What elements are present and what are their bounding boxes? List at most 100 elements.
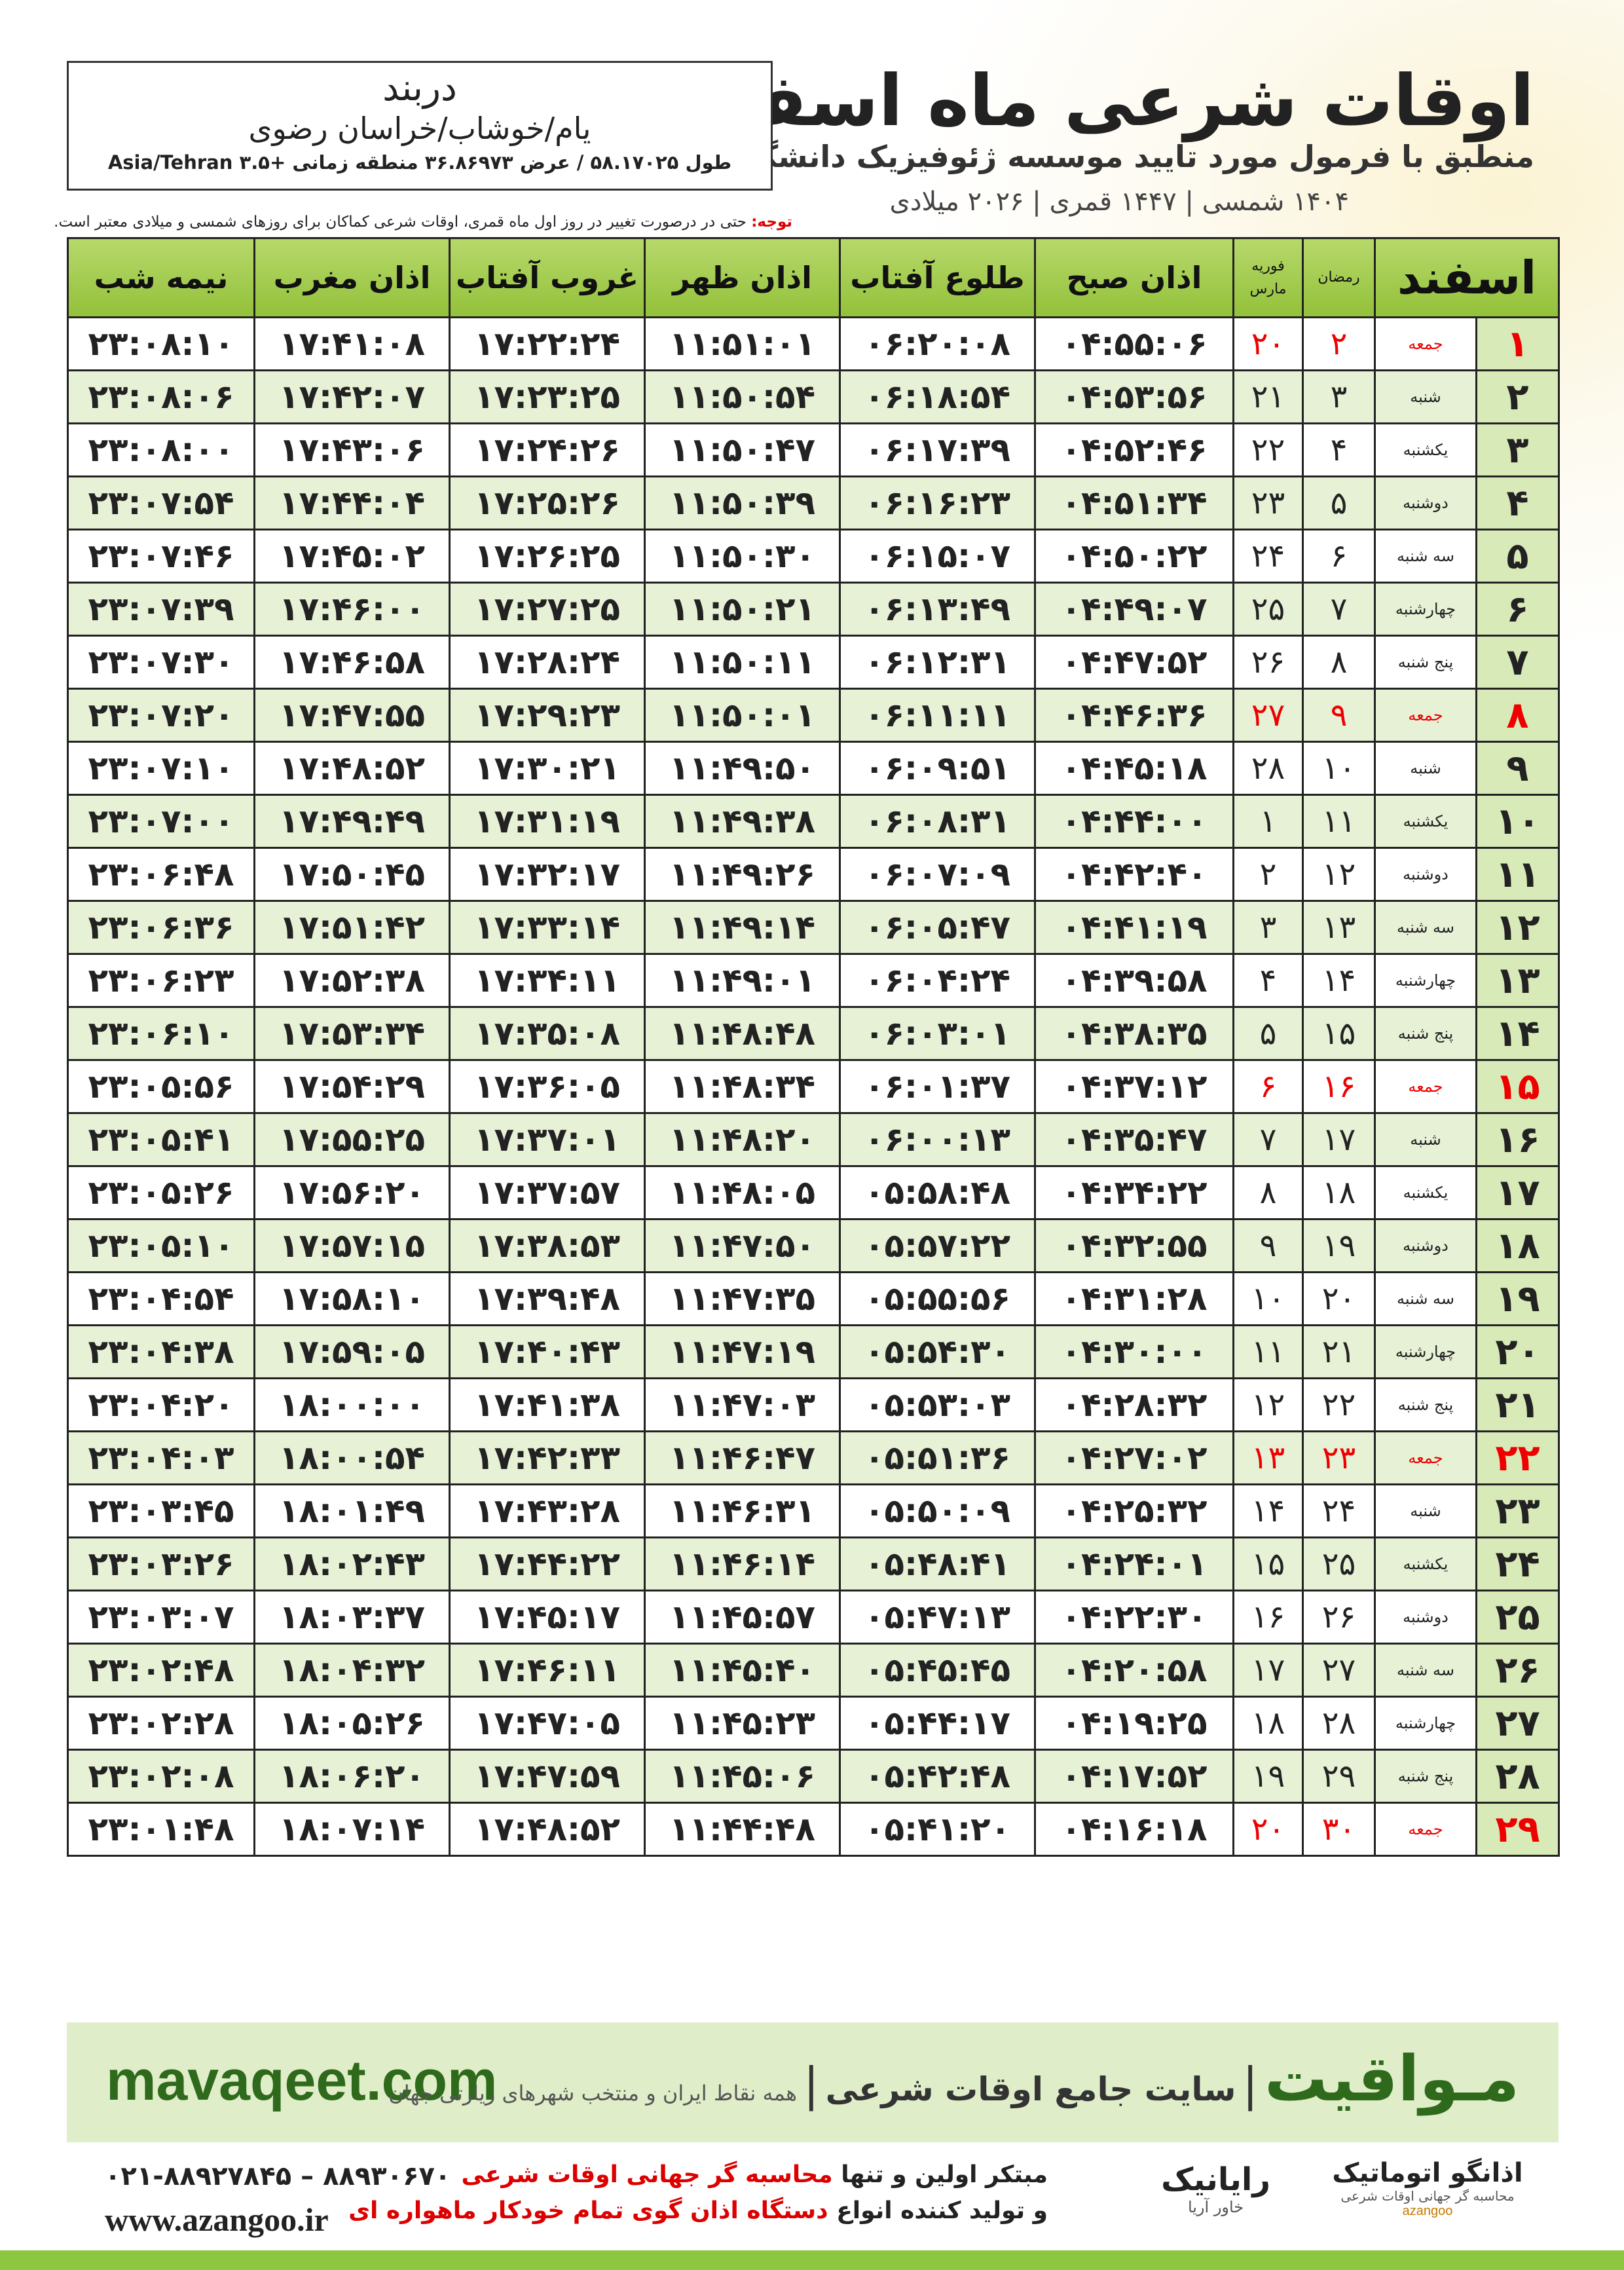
table-row: ۶ چهارشنبه ۷ ۲۵ ۰۴:۴۹:۰۷ ۰۶:۱۳:۴۹ ۱۱:۵۰:۲۱ ۱۷:۲… [67, 582, 1560, 637]
weekday: دوشنبه [1373, 1218, 1478, 1273]
fajr: ۰۴:۵۱:۳۴ [1034, 475, 1234, 530]
day: ۲۰ [1475, 1324, 1560, 1379]
maghrib: ۱۷:۵۸:۱۰ [253, 1271, 451, 1326]
fajr: ۰۴:۲۸:۳۲ [1034, 1377, 1234, 1432]
maghrib: ۱۷:۴۳:۰۶ [253, 422, 451, 477]
table-row: ۱۳ چهارشنبه ۱۴ ۴ ۰۴:۳۹:۵۸ ۰۶:۰۴:۲۴ ۱۱:۴۹:۰۱ ۱۷:… [67, 953, 1560, 1008]
dhuhr: ۱۱:۴۵:۵۷ [644, 1590, 841, 1645]
dates: ۱۴۰۴ شمسی | ۱۴۴۷ قمری | ۲۰۲۶ میلادی [889, 187, 1349, 217]
ramadan-day: ۱۲ [1302, 847, 1376, 902]
day: ۲۶ [1475, 1643, 1560, 1698]
table-row: ۲۷ چهارشنبه ۲۸ ۱۸ ۰۴:۱۹:۲۵ ۰۵:۴۴:۱۷ ۱۱:۴۵:۲۳ ۱۷… [67, 1696, 1560, 1751]
sunset: ۱۷:۴۳:۲۸ [449, 1483, 646, 1538]
midnight: ۲۳:۰۷:۳۰ [67, 635, 255, 690]
fajr: ۰۴:۴۷:۵۲ [1034, 635, 1234, 690]
maghrib: ۱۸:۰۱:۴۹ [253, 1483, 451, 1538]
fajr: ۰۴:۲۴:۰۱ [1034, 1536, 1234, 1591]
day: ۱۰ [1475, 794, 1560, 849]
midnight: ۲۳:۰۷:۱۰ [67, 741, 255, 796]
day: ۲ [1475, 369, 1560, 424]
sunset: ۱۷:۴۵:۱۷ [449, 1590, 646, 1645]
logo-name: اذانگو اتوماتیک [1332, 2158, 1523, 2188]
logo-latin: azangoo [1402, 2204, 1453, 2218]
column-header: اسفند [1373, 237, 1560, 318]
sunrise: ۰۵:۵۱:۳۶ [839, 1430, 1036, 1485]
weekday: دوشنبه [1373, 475, 1478, 530]
day: ۱۹ [1475, 1271, 1560, 1326]
table-row: ۲۶ سه شنبه ۲۷ ۱۷ ۰۴:۲۰:۵۸ ۰۵:۴۵:۴۵ ۱۱:۴۵:۴۰ ۱۷:… [67, 1643, 1560, 1698]
fajr: ۰۴:۴۱:۱۹ [1034, 900, 1234, 955]
midnight: ۲۳:۰۳:۲۶ [67, 1536, 255, 1591]
midnight: ۲۳:۰۷:۰۰ [67, 794, 255, 849]
fajr: ۰۴:۱۷:۵۲ [1034, 1749, 1234, 1804]
maghrib: ۱۸:۰۷:۱۴ [253, 1802, 451, 1857]
dhuhr: ۱۱:۴۶:۴۷ [644, 1430, 841, 1485]
note-label: توجه: [751, 214, 792, 231]
dhuhr: ۱۱:۵۱:۰۱ [644, 316, 841, 371]
day: ۷ [1475, 635, 1560, 690]
sunset: ۱۷:۳۶:۰۵ [449, 1059, 646, 1114]
sunrise: ۰۶:۱۷:۳۹ [839, 422, 1036, 477]
website[interactable]: www.azangoo.ir [105, 2201, 329, 2238]
ramadan-day: ۱۹ [1302, 1218, 1376, 1273]
sunrise: ۰۶:۱۸:۵۴ [839, 369, 1036, 424]
weekday: سه شنبه [1373, 900, 1478, 955]
logo-sub: خاور آریا [1187, 2198, 1244, 2216]
dhuhr: ۱۱:۴۴:۴۸ [644, 1802, 841, 1857]
dhuhr: ۱۱:۵۰:۱۱ [644, 635, 841, 690]
gregorian-day: ۱۹ [1232, 1749, 1304, 1804]
gregorian-day: ۱۴ [1232, 1483, 1304, 1538]
fajr: ۰۴:۴۵:۱۸ [1034, 741, 1234, 796]
fajr: ۰۴:۲۰:۵۸ [1034, 1643, 1234, 1698]
weekday: پنج شنبه [1373, 1749, 1478, 1804]
ramadan-day: ۲۹ [1302, 1749, 1376, 1804]
fajr: ۰۴:۵۲:۴۶ [1034, 422, 1234, 477]
sunrise: ۰۶:۰۸:۳۱ [839, 794, 1036, 849]
maghrib: ۱۸:۰۰:۵۴ [253, 1430, 451, 1485]
footer-text: و تولید کننده انواع [836, 2197, 1048, 2224]
weekday: جمعه [1373, 316, 1478, 371]
dhuhr: ۱۱:۵۰:۳۹ [644, 475, 841, 530]
brand: مـواقیت [1264, 2042, 1519, 2115]
weekday: شنبه [1373, 369, 1478, 424]
table-row: ۷ پنج شنبه ۸ ۲۶ ۰۴:۴۷:۵۲ ۰۶:۱۲:۳۱ ۱۱:۵۰:۱۱ ۱۷:۲… [67, 635, 1560, 690]
maghrib: ۱۷:۵۱:۴۲ [253, 900, 451, 955]
sunset: ۱۷:۴۷:۰۵ [449, 1696, 646, 1751]
gregorian-day: ۱۶ [1232, 1590, 1304, 1645]
maghrib: ۱۷:۴۷:۵۵ [253, 688, 451, 743]
sunrise: ۰۵:۵۸:۴۸ [839, 1165, 1036, 1220]
column-header: نیمه شب [67, 237, 255, 318]
fajr: ۰۴:۳۰:۰۰ [1034, 1324, 1234, 1379]
ramadan-day: ۹ [1302, 688, 1376, 743]
fajr: ۰۴:۱۶:۱۸ [1034, 1802, 1234, 1857]
dhuhr: ۱۱:۵۰:۲۱ [644, 582, 841, 637]
dhuhr: ۱۱:۴۹:۲۶ [644, 847, 841, 902]
gregorian-day: ۸ [1232, 1165, 1304, 1220]
weekday: شنبه [1373, 1112, 1478, 1167]
dhuhr: ۱۱:۴۷:۳۵ [644, 1271, 841, 1326]
sunset: ۱۷:۳۸:۵۳ [449, 1218, 646, 1273]
column-header: اذان صبح [1034, 237, 1234, 318]
prayer-table: اسفند رمضان فوریه مارس اذان صبح طلوع آفت… [67, 237, 1560, 1857]
table-row: ۲۳ شنبه ۲۴ ۱۴ ۰۴:۲۵:۳۲ ۰۵:۵۰:۰۹ ۱۱:۴۶:۳۱ ۱۷:۴۳:… [67, 1483, 1560, 1538]
day: ۱ [1475, 316, 1560, 371]
day: ۲۵ [1475, 1590, 1560, 1645]
sunset: ۱۷:۳۷:۵۷ [449, 1165, 646, 1220]
dhuhr: ۱۱:۴۹:۱۴ [644, 900, 841, 955]
site-url[interactable]: mavaqeet.com [106, 2049, 498, 2112]
sunset: ۱۷:۳۵:۰۸ [449, 1006, 646, 1061]
dhuhr: ۱۱:۵۰:۵۴ [644, 369, 841, 424]
midnight: ۲۳:۰۴:۵۴ [67, 1271, 255, 1326]
midnight: ۲۳:۰۳:۰۷ [67, 1590, 255, 1645]
fajr: ۰۴:۲۷:۰۲ [1034, 1430, 1234, 1485]
sunset: ۱۷:۲۳:۲۵ [449, 369, 646, 424]
weekday: یکشنبه [1373, 794, 1478, 849]
coverage: همه نقاط ایران و منتخب شهرهای زیارتی جها… [388, 2081, 797, 2106]
maghrib: ۱۷:۴۹:۴۹ [253, 794, 451, 849]
sunset: ۱۷:۳۱:۱۹ [449, 794, 646, 849]
midnight: ۲۳:۰۵:۵۶ [67, 1059, 255, 1114]
sunrise: ۰۶:۱۳:۴۹ [839, 582, 1036, 637]
bottom-strip [0, 2250, 1624, 2270]
table-body: ۱ جمعه ۲ ۲۰ ۰۴:۵۵:۰۶ ۰۶:۲۰:۰۸ ۱۱:۵۱:۰۱ ۱۷:۲۲:۲۴… [67, 316, 1560, 1857]
